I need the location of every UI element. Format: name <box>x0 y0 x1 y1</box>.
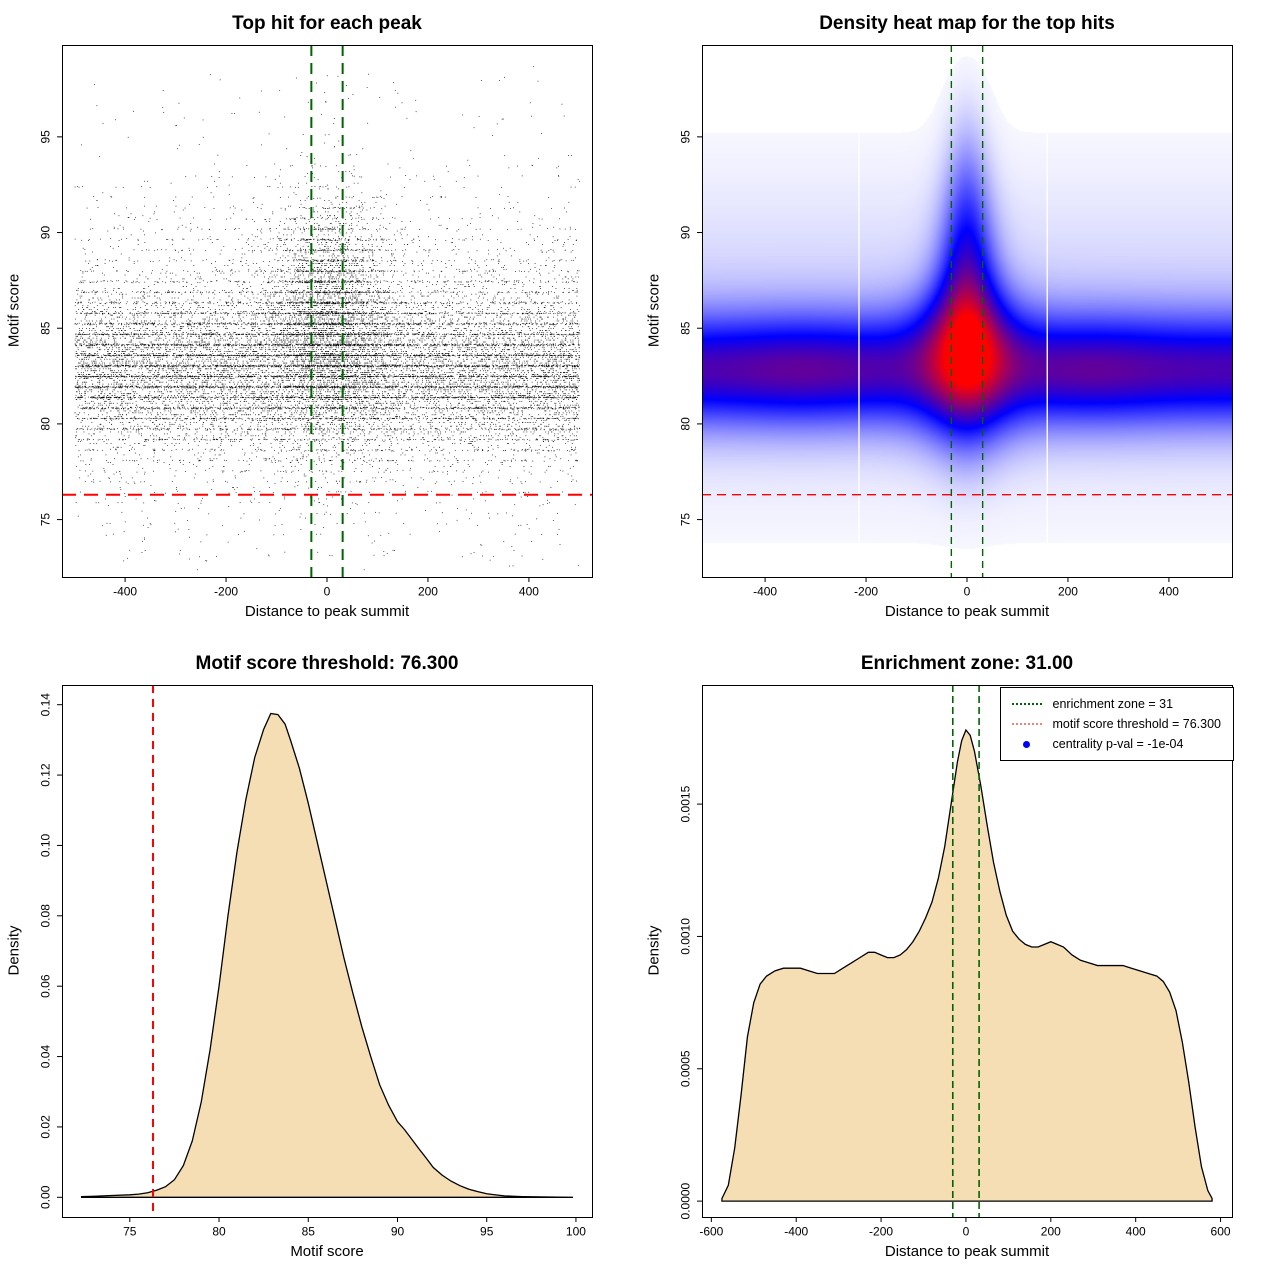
motif-density-x-axis-label: Motif score <box>290 1243 364 1260</box>
heatmap-x-axis-label: Distance to peak summit <box>884 603 1050 620</box>
blue-dot-icon <box>1007 740 1047 748</box>
panel-top-hit-scatter: Top hit for each peak Distance to peak s… <box>0 0 640 640</box>
panel-density-heatmap: Density heat map for the top hits Distan… <box>640 0 1280 640</box>
motif-density-y-axis-label: Density <box>5 925 23 976</box>
panel-motif-score-density: Motif score threshold: 76.300 Motif scor… <box>0 640 640 1280</box>
heatmap-y-axis-label: Motif score <box>645 273 663 348</box>
legend-label: enrichment zone = 31 <box>1052 697 1174 711</box>
panel-summit-distance-density: Enrichment zone: 31.00 Distance to peak … <box>640 640 1280 1280</box>
green-dotted-line-icon <box>1007 703 1047 705</box>
heatmap-canvas <box>640 0 1280 640</box>
scatter-plot-canvas <box>0 0 640 640</box>
scatter-y-axis-label: Motif score <box>5 273 23 348</box>
heatmap-title: Density heat map for the top hits <box>819 13 1115 34</box>
legend-item-motif-threshold: motif score threshold = 76.300 <box>1007 714 1222 734</box>
legend-item-centrality-pval: centrality p-val = -1e-04 <box>1007 734 1222 754</box>
distance-density-title: Enrichment zone: 31.00 <box>860 653 1074 674</box>
legend-item-enrichment-zone: enrichment zone = 31 <box>1007 694 1222 714</box>
red-dotted-line-icon <box>1007 723 1047 725</box>
distance-density-y-axis-label: Density <box>645 925 663 976</box>
motif-density-canvas <box>0 640 640 1280</box>
distance-density-x-axis-label: Distance to peak summit <box>884 1243 1050 1260</box>
legend-label: motif score threshold = 76.300 <box>1052 717 1222 731</box>
motif-density-title: Motif score threshold: 76.300 <box>195 653 459 674</box>
legend: enrichment zone = 31 motif score thresho… <box>999 687 1234 761</box>
scatter-x-axis-label: Distance to peak summit <box>244 603 410 620</box>
scatter-title: Top hit for each peak <box>232 13 422 34</box>
legend-label: centrality p-val = -1e-04 <box>1052 737 1184 751</box>
